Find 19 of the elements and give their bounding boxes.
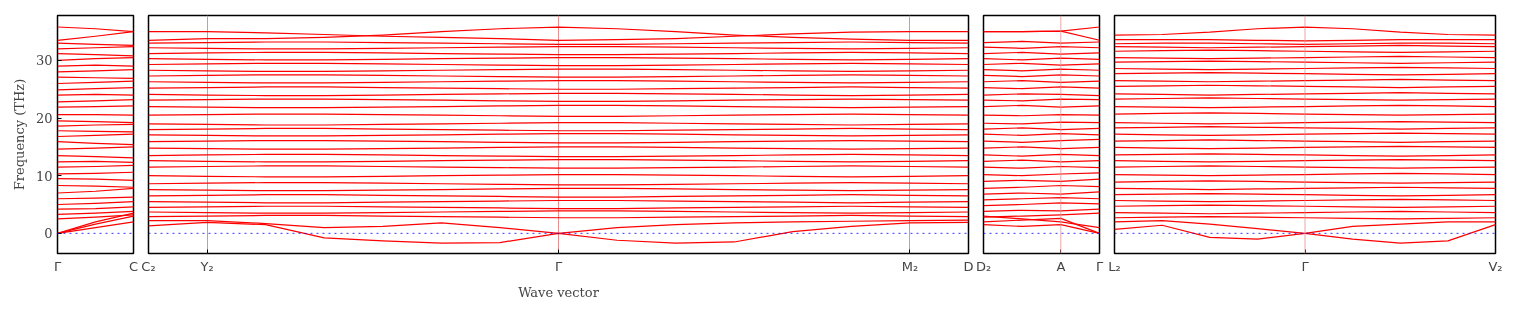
y-axis-title: Frequency (THz) bbox=[11, 78, 27, 191]
x-tick-label: D₂ bbox=[975, 258, 992, 274]
x-tick-label: C bbox=[128, 258, 139, 274]
x-tick-label: Y₂ bbox=[199, 258, 214, 274]
y-tick-label: 30 bbox=[35, 53, 53, 69]
x-tick-label: C₂ bbox=[141, 258, 156, 274]
y-tick-label: 10 bbox=[35, 168, 53, 184]
x-axis-title: Wave vector bbox=[518, 284, 600, 300]
x-tick-label: M₂ bbox=[901, 258, 919, 274]
y-tick-label: 0 bbox=[44, 226, 53, 242]
x-tick-label: Γ bbox=[1095, 258, 1104, 274]
x-tick-label: D bbox=[963, 258, 974, 274]
x-tick-label: Γ bbox=[554, 258, 563, 274]
x-tick-label: Γ bbox=[1301, 258, 1310, 274]
x-tick-label: A bbox=[1056, 258, 1066, 274]
x-tick-label: L₂ bbox=[1108, 258, 1121, 274]
y-tick-label: 20 bbox=[35, 111, 53, 127]
x-tick-label: Γ bbox=[53, 258, 62, 274]
x-tick-label: V₂ bbox=[1488, 258, 1503, 274]
